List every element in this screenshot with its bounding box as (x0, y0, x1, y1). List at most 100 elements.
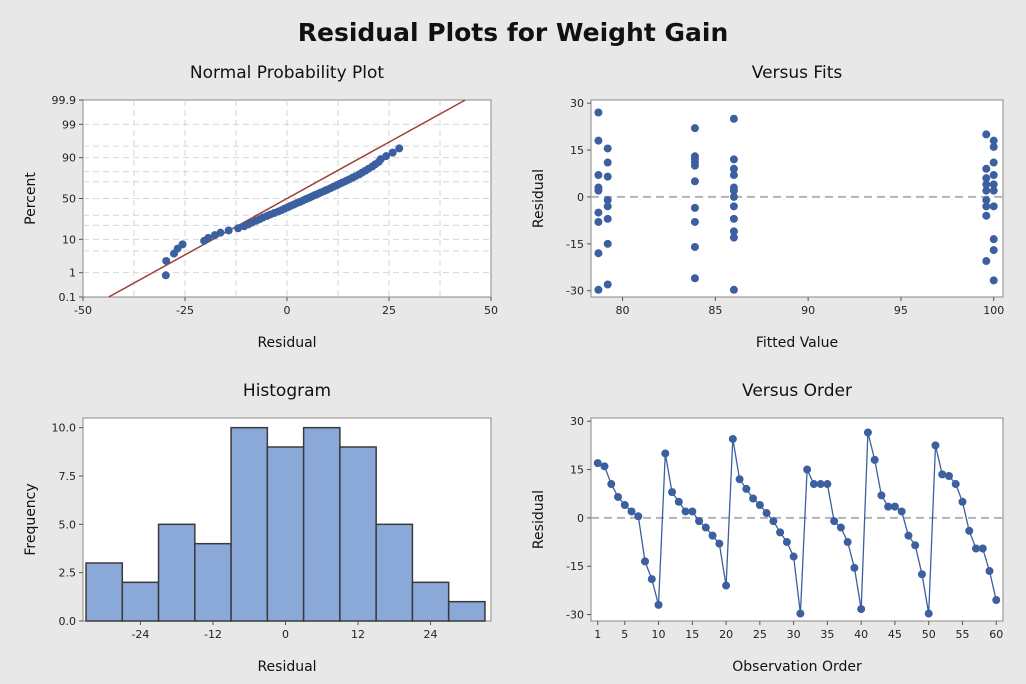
versus-fits-point (982, 164, 991, 173)
histogram-y-tick-label: 5.0 (59, 518, 77, 531)
versus-fits-point (982, 196, 991, 205)
versus-order-point (985, 567, 994, 576)
versus-fits-point (982, 186, 991, 195)
versus-order-point (944, 472, 953, 480)
versus-order-point (701, 523, 710, 532)
versus-order-point (917, 570, 926, 579)
versus-order-point (863, 428, 872, 437)
versus-fits-point (729, 186, 738, 195)
versus-fits-x-tick-label: 95 (894, 304, 908, 317)
versus-order-point (951, 480, 960, 489)
versus-order-point (884, 502, 893, 511)
versus-order-point (681, 507, 690, 516)
versus-order-x-tick-label: 20 (719, 628, 733, 641)
versus-fits-xlabel: Fitted Value (756, 335, 838, 351)
histogram-bar (411, 581, 450, 622)
probability-point (224, 226, 233, 235)
versus-fits-x-tick-label: 100 (983, 304, 1004, 317)
versus-fits-point (729, 155, 738, 164)
versus-order-ylabel: Residual (531, 490, 547, 549)
versus-fits-point (989, 180, 998, 189)
versus-order-point (958, 497, 967, 506)
probability-y-tick-label: 99.9 (52, 94, 77, 107)
probability-x-tick-label: 25 (382, 304, 396, 317)
versus-order-point (850, 563, 859, 572)
versus-order-point (931, 441, 940, 450)
versus-order-point (742, 484, 751, 493)
versus-fits-point (982, 130, 991, 139)
probability-point (162, 256, 171, 265)
versus-fits-point (989, 202, 998, 211)
versus-fits-point (603, 214, 612, 223)
versus-order-point (877, 491, 886, 500)
versus-order-y-tick-label: 30 (570, 415, 584, 428)
versus-fits-panel: Versus Fits Fitted Value Residual 80 85 90 95 1… (531, 63, 1004, 351)
versus-order-point (674, 497, 683, 506)
probability-xlabel: Residual (257, 335, 316, 351)
probability-point (395, 144, 404, 153)
versus-order-point (647, 575, 656, 584)
versus-fits-point (603, 280, 612, 289)
versus-fits-point (594, 186, 603, 195)
versus-fits-point (729, 192, 738, 201)
histogram-xlabel: Residual (257, 659, 316, 675)
versus-order-point (688, 507, 697, 516)
histogram-x-tick-label: 0 (282, 628, 289, 641)
probability-point (234, 224, 243, 233)
versus-order-title: Versus Order (742, 381, 852, 401)
versus-fits-point (594, 171, 603, 180)
versus-fits-point (982, 257, 991, 266)
versus-fits-point (603, 144, 612, 153)
versus-fits-point (690, 274, 699, 283)
versus-order-x-tick-label: 1 (594, 628, 601, 641)
versus-order-x-tick-label: 55 (955, 628, 969, 641)
versus-order-point (627, 507, 636, 516)
histogram-x-tick-label: 12 (351, 628, 365, 641)
histogram-bar (121, 581, 160, 622)
versus-fits-ylabel: Residual (531, 169, 547, 228)
versus-order-point (755, 501, 764, 509)
versus-order-point (634, 512, 643, 521)
versus-order-x-tick-label: 25 (753, 628, 767, 641)
versus-order-x-tick-label: 60 (989, 628, 1003, 641)
versus-order-point (593, 459, 602, 468)
versus-fits-point (989, 171, 998, 180)
probability-x-tick-label: -50 (74, 304, 92, 317)
versus-fits-point (729, 214, 738, 223)
versus-fits-x-tick-label: 90 (801, 304, 815, 317)
versus-order-point (614, 492, 623, 501)
histogram-bar (194, 542, 232, 622)
probability-point (161, 271, 170, 280)
versus-order-series-line (597, 432, 997, 614)
versus-fits-point (982, 180, 991, 189)
probability-x-tick-label: -25 (176, 304, 194, 317)
versus-fits-point (729, 164, 738, 173)
versus-order-x-tick-label: 45 (888, 628, 902, 641)
versus-order-point (661, 449, 670, 458)
versus-order-point (809, 480, 818, 489)
versus-fits-y-tick-label: -15 (566, 238, 584, 251)
versus-order-y-tick-label: -30 (566, 609, 584, 622)
versus-fits-y-tick-label: 30 (570, 97, 584, 110)
versus-fits-point (982, 202, 991, 211)
probability-point (204, 233, 213, 242)
versus-fits-point (603, 172, 612, 181)
versus-fits-point (594, 249, 603, 258)
histogram-title: Histogram (243, 381, 331, 401)
versus-fits-x-tick-label: 80 (616, 304, 630, 317)
versus-order-x-tick-label: 50 (922, 628, 936, 641)
versus-fits-point (690, 124, 699, 133)
versus-order-point (641, 557, 650, 566)
versus-order-point (782, 538, 791, 547)
versus-fits-y-tick-label: 15 (570, 144, 584, 157)
versus-order-point (796, 609, 805, 618)
versus-order-point (620, 501, 629, 509)
probability-ylabel: Percent (23, 172, 39, 225)
versus-fits-point (989, 142, 998, 151)
probability-y-tick-label: 0.1 (59, 291, 77, 304)
versus-order-point (836, 523, 845, 532)
versus-order-point (823, 480, 832, 489)
versus-fits-point (594, 208, 603, 217)
probability-y-tick-label: 99 (62, 118, 76, 131)
